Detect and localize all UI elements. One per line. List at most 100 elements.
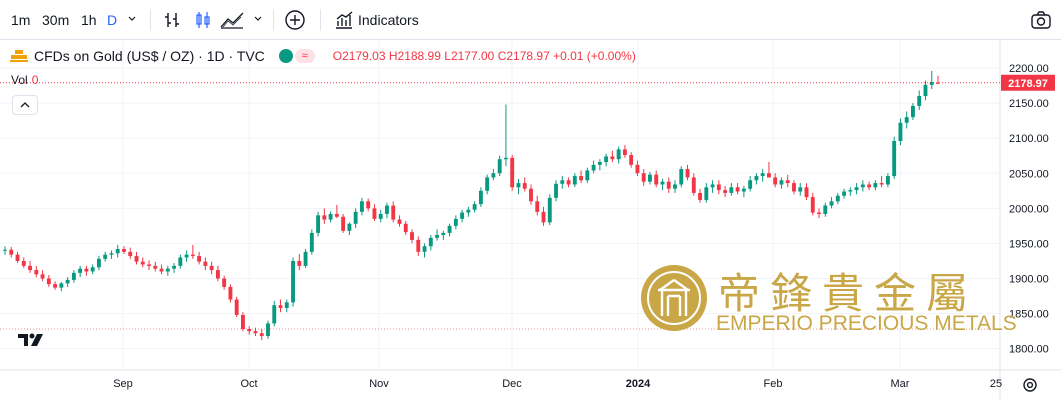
candle-body <box>447 225 452 233</box>
time-tick-label: Mar <box>891 378 910 390</box>
candle-body <box>122 249 126 252</box>
market-status-icon[interactable] <box>278 49 293 63</box>
candlestick-chart[interactable]: 2200.00 2150.00 2100.00 2050.00 2000.00 1950.… <box>0 40 1061 400</box>
candle-body <box>347 223 352 231</box>
candle-body <box>835 195 840 202</box>
candle-body <box>541 211 546 223</box>
chevron-up-icon <box>20 102 30 108</box>
candle-body <box>604 156 609 163</box>
candle-body <box>904 117 909 123</box>
price-tick-label: 1900.00 <box>1009 274 1049 286</box>
candle-body <box>140 261 145 265</box>
camera-icon[interactable] <box>1030 9 1052 31</box>
candle-body <box>503 157 508 160</box>
candle-body <box>873 183 878 188</box>
price-tick-label: 2100.00 <box>1009 133 1049 145</box>
chevron-down-icon[interactable] <box>127 14 137 24</box>
candle-body <box>184 254 189 258</box>
watermark-chinese-text: 帝鋒貴金屬 <box>718 269 979 318</box>
candle-body <box>654 174 659 185</box>
candle-body <box>284 302 289 308</box>
toolbar-divider <box>320 9 321 31</box>
candle-body <box>585 170 590 181</box>
interval-1m-button[interactable]: 1m <box>11 12 31 28</box>
chevron-down-icon[interactable] <box>253 14 263 24</box>
candle-body <box>641 173 646 182</box>
collapse-legend-button[interactable] <box>12 95 38 115</box>
candle-body <box>28 265 32 271</box>
candle-body <box>716 184 721 191</box>
candle-body <box>823 205 828 214</box>
candle-body <box>766 173 771 178</box>
indicators-button[interactable]: Indicators <box>358 12 419 28</box>
candle-body <box>159 268 164 272</box>
candle-body <box>597 162 602 165</box>
candle-body <box>704 187 709 200</box>
toolbar-divider <box>273 9 274 31</box>
candle-body <box>297 260 302 266</box>
candle-body <box>153 265 158 269</box>
last-price-tag-box <box>1001 74 1055 91</box>
candle-body <box>247 329 252 332</box>
candle-chart-type-icon[interactable] <box>192 9 214 31</box>
candle-body <box>416 239 421 252</box>
toolbar-divider <box>150 9 151 31</box>
candles-group <box>3 70 940 341</box>
price-tick-label: 2000.00 <box>1009 203 1049 215</box>
candle-body <box>485 177 490 191</box>
add-plus-circle-icon[interactable] <box>284 9 306 31</box>
candle-body <box>353 211 358 224</box>
candle-body <box>9 249 14 255</box>
candle-body <box>197 256 202 262</box>
candle-body <box>741 188 746 192</box>
candle-body <box>3 249 7 251</box>
candle-body <box>435 235 440 238</box>
candle-body <box>792 183 796 192</box>
interval-1h-button[interactable]: 1h <box>81 12 97 28</box>
delayed-data-icon[interactable]: ≈ <box>294 49 315 63</box>
tradingview-logo-icon[interactable] <box>17 330 47 350</box>
candle-body <box>422 246 427 252</box>
candle-body <box>629 155 634 165</box>
candle-body <box>372 208 377 219</box>
candle-body <box>854 187 859 191</box>
candle-body <box>15 254 20 261</box>
candle-body <box>428 237 433 247</box>
candle-body <box>760 173 765 177</box>
candle-body <box>96 258 101 268</box>
candle-body <box>529 188 533 202</box>
interval-30m-button[interactable]: 30m <box>42 12 70 28</box>
candle-body <box>322 215 327 220</box>
candle-body <box>147 264 151 266</box>
candle-body <box>397 219 402 224</box>
symbol-title[interactable]: CFDs on Gold (US$ / OZ) · 1D · TVC <box>34 48 265 64</box>
area-chart-type-icon[interactable] <box>219 9 245 31</box>
candle-body <box>923 84 928 97</box>
candle-body <box>453 218 458 226</box>
candle-body <box>497 159 502 174</box>
candle-body <box>441 232 446 236</box>
bar-chart-type-icon[interactable] <box>161 9 183 31</box>
candle-body <box>560 180 565 184</box>
interval-d-button[interactable]: D <box>107 12 118 28</box>
candle-body <box>460 212 465 219</box>
candle-body <box>554 183 558 198</box>
candle-body <box>685 169 690 178</box>
candle-body <box>172 265 177 269</box>
candle-body <box>128 251 133 257</box>
candle-body <box>328 213 333 220</box>
candle-body <box>917 96 922 106</box>
candle-body <box>848 190 853 192</box>
candle-body <box>303 251 308 266</box>
candle-body <box>190 254 195 257</box>
candle-body <box>71 272 76 280</box>
time-tick-label: 2024 <box>626 378 651 390</box>
candle-body <box>309 232 314 252</box>
candle-body <box>234 299 239 315</box>
candle-body <box>610 156 615 160</box>
symbol-legend: CFDs on Gold (US$ / OZ) · 1D · TVC ≈ O21… <box>10 46 636 66</box>
indicators-icon[interactable] <box>333 9 355 31</box>
grid-lines <box>0 40 1000 370</box>
settings-gear-icon[interactable] <box>1023 378 1037 392</box>
time-tick-label: Feb <box>764 378 783 390</box>
